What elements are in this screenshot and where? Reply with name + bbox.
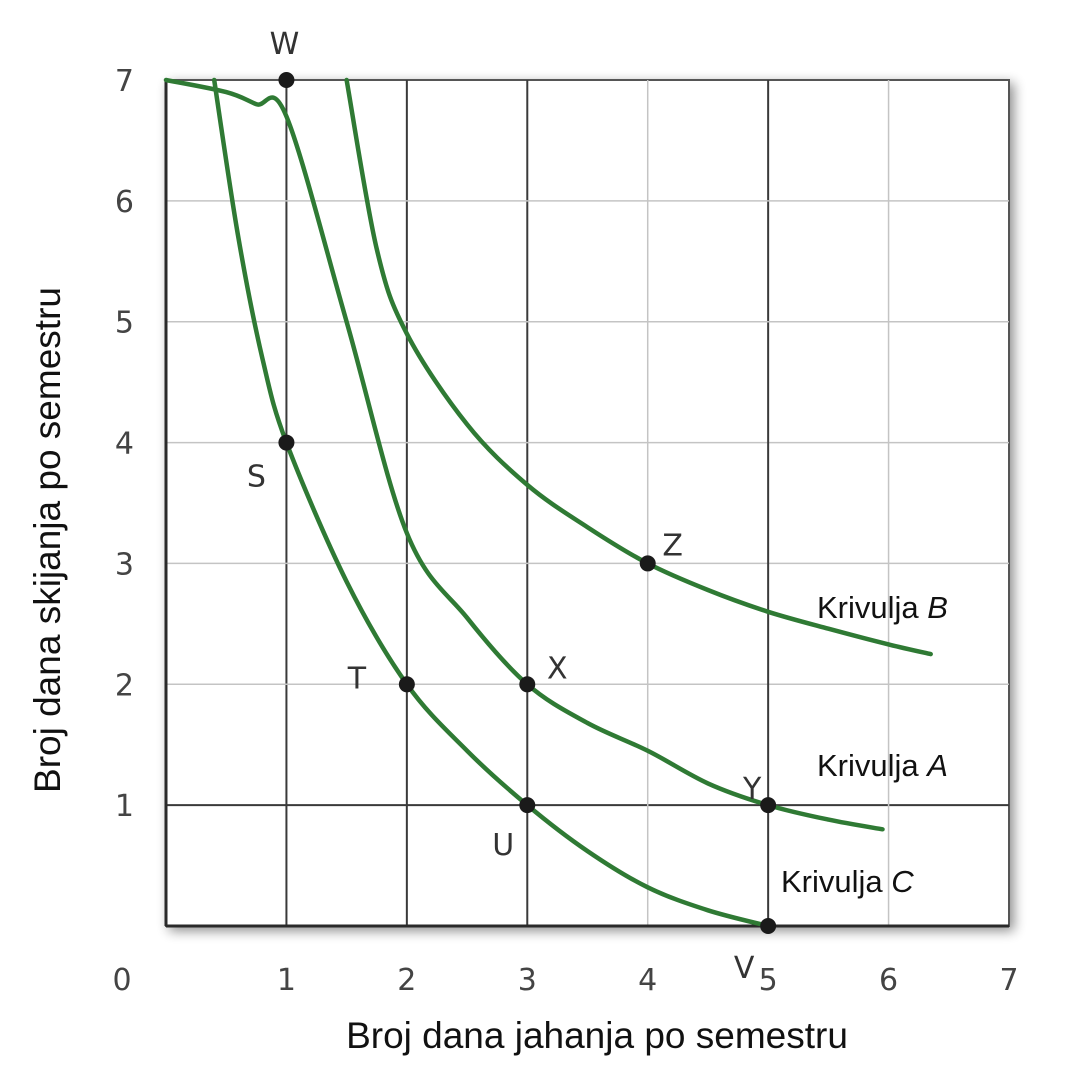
y-tick-label: 5 xyxy=(115,306,134,341)
point-label-u: U xyxy=(492,828,514,863)
point-label-x: X xyxy=(547,651,568,686)
x-tick-label: 6 xyxy=(879,963,898,998)
point-label-z: Z xyxy=(662,528,683,563)
y-tick-label: 6 xyxy=(115,185,134,220)
point-y xyxy=(760,797,777,814)
points: W S T U V X Y Z xyxy=(247,27,777,986)
point-w xyxy=(278,72,295,88)
x-axis-label: Broj dana jahanja po semestru xyxy=(346,1015,848,1056)
curve-a xyxy=(163,77,885,832)
axes xyxy=(164,80,1009,928)
curve-labels: Krivulja A Krivulja B Krivulja C xyxy=(781,590,948,899)
grid xyxy=(166,80,1009,926)
curve-label-a: Krivulja A xyxy=(817,748,948,783)
plot-area xyxy=(165,79,1010,927)
point-label-t: T xyxy=(347,661,367,696)
y-tick-label: 2 xyxy=(115,668,134,703)
point-label-v: V xyxy=(734,951,755,986)
point-z xyxy=(639,555,656,572)
point-label-s: S xyxy=(247,460,266,495)
x-tick-label: 5 xyxy=(759,963,778,998)
point-t xyxy=(398,676,415,693)
y-axis-label: Broj dana skijanja po semestru xyxy=(27,287,68,793)
x-tick-label: 4 xyxy=(638,963,657,998)
x-tick-label: 1 xyxy=(277,963,296,998)
tick-labels: 0 1 2 3 4 5 6 7 1 2 3 4 5 6 7 xyxy=(112,64,1018,998)
x-tick-label: 7 xyxy=(999,963,1018,998)
x-tick-label: 0 xyxy=(112,963,131,998)
point-label-y: Y xyxy=(742,772,762,807)
y-tick-label: 4 xyxy=(115,427,134,462)
point-v xyxy=(760,918,777,934)
curve-label-b: Krivulja B xyxy=(817,590,948,625)
x-tick-label: 3 xyxy=(518,963,537,998)
x-tick-label: 2 xyxy=(397,963,416,998)
point-x xyxy=(519,676,536,693)
curve-b xyxy=(344,77,933,657)
point-label-w: W xyxy=(270,27,300,62)
y-tick-label: 3 xyxy=(115,547,134,582)
point-u xyxy=(519,797,536,814)
point-s xyxy=(278,434,295,451)
y-tick-label: 7 xyxy=(115,64,134,99)
y-tick-label: 1 xyxy=(115,789,134,824)
curve-label-c: Krivulja C xyxy=(781,864,914,899)
